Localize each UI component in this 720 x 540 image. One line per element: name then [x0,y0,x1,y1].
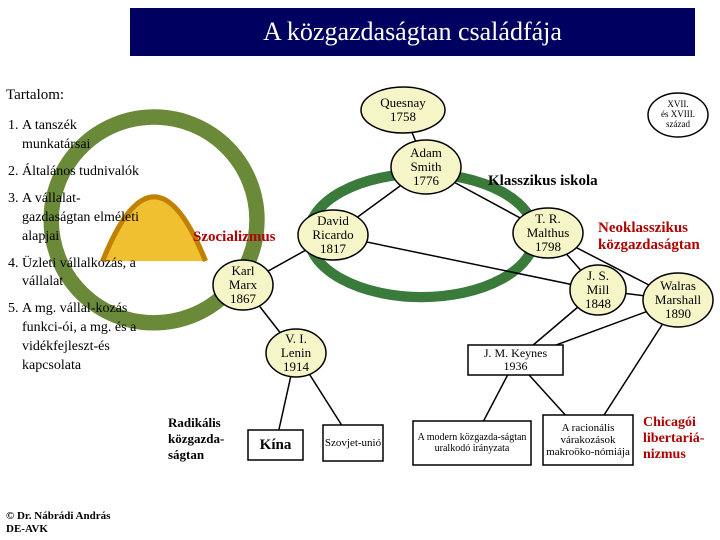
label-klasszikus: Klasszikus iskola [488,173,598,190]
list-item: A vállalat-gazdaságtan elméleti alapjai [22,190,141,247]
label-szocializmus: Szocializmus [193,229,276,246]
node-lenin: V. I.Lenin1914 [266,329,326,377]
node-era: XVII.és XVIII.század [648,93,708,137]
label-chicago: Chicagói libertariá-nizmus [643,415,718,463]
list-item: Általános tudnivalók [22,163,141,182]
list-item: Üzleti vállalkozás, a vállalat [22,255,141,293]
sidebar: Tartalom: A tanszék munkatársai Általáno… [6,85,141,384]
label-radikalis: Radikális közgazda-ságtan [168,415,243,463]
node-ricardo: DavidRicardo1817 [298,210,368,260]
list-item: A mg. vállal-kozás funkci-ói, a mg. és a… [22,300,141,376]
node-racionalis: A racionális várakozások makroöko-nómiáj… [543,415,633,465]
list-item: A tanszék munkatársai [22,117,141,155]
logo-image [10,5,120,60]
node-kina: Kína [248,430,303,460]
page-title: A közgazdaságtan családfája [130,8,695,56]
node-mill: J. S.Mill1848 [570,265,626,315]
node-szovjet: Szovjet-unió [323,425,383,461]
footer-credit: © Dr. Nábrádi AndrásDE-AVK [6,510,110,536]
node-walras: WalrasMarshall1890 [643,273,713,327]
diagram-stage: Quesnay1758 AdamSmith1776 DavidRicardo1817… [148,85,714,520]
node-smith: AdamSmith1776 [391,140,461,194]
label-neoklasszikus: Neoklasszikus közgazdaságtan [598,220,718,254]
node-keynes: J. M. Keynes1936 [468,345,563,375]
node-marx: KarlMarx1867 [213,260,273,310]
node-quesnay: Quesnay1758 [361,87,445,133]
toc-list: A tanszék munkatársai Általános tudnival… [6,117,141,376]
sidebar-heading: Tartalom: [6,85,141,105]
node-malthus: T. R.Malthus1798 [513,208,583,258]
node-modern: A modern közgazda-ságtan uralkodó irányz… [413,421,531,465]
